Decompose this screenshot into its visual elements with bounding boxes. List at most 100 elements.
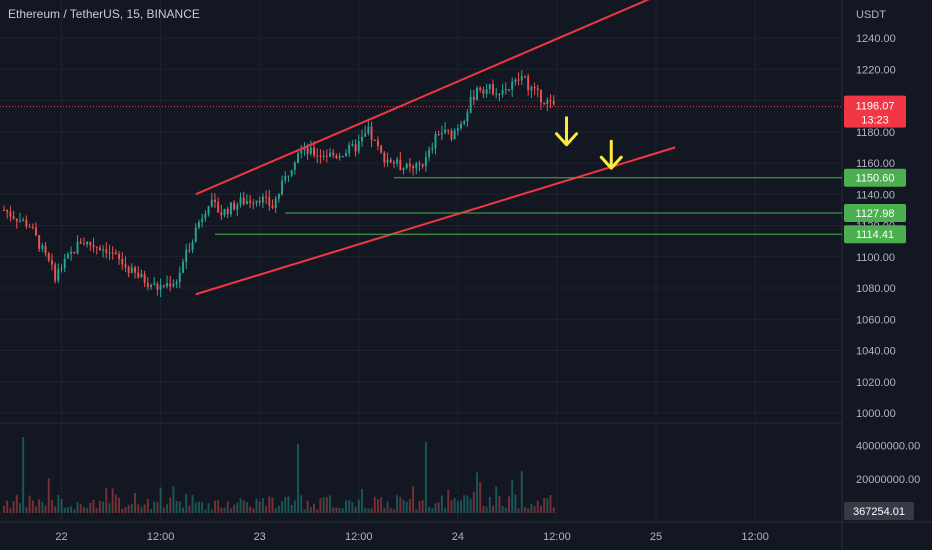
candle-body: [137, 272, 140, 278]
volume-bar: [421, 499, 424, 513]
volume-bar: [188, 505, 191, 513]
volume-bar: [351, 502, 354, 513]
volume-bar: [271, 497, 274, 513]
volume-bar: [6, 500, 9, 513]
volume-bar: [434, 503, 437, 513]
volume-bar: [111, 488, 114, 513]
candle-body: [332, 152, 335, 156]
volume-bar: [252, 508, 255, 513]
volume-bar: [229, 508, 232, 513]
down-arrow-icon[interactable]: [555, 116, 579, 147]
volume-bar: [213, 500, 216, 513]
volume-pane: [3, 437, 555, 513]
volume-bar: [249, 506, 252, 513]
volume-bar: [501, 506, 504, 513]
volume-bar: [428, 506, 431, 513]
volume-bar: [124, 507, 127, 513]
volume-bar: [9, 508, 12, 513]
time-axis[interactable]: 22 12:00 23 12:00 24 12:00 25 12:00: [55, 531, 768, 543]
candle-body: [469, 96, 472, 113]
volume-bar: [223, 507, 226, 513]
candle-body: [86, 241, 89, 245]
time-tick-label: 22: [55, 531, 67, 543]
volume-bar: [482, 505, 485, 513]
volume-bar: [220, 507, 223, 513]
candle-body: [63, 258, 66, 269]
candle-body: [297, 153, 300, 163]
volume-bar: [479, 482, 482, 513]
volume-bar: [370, 508, 373, 513]
volume-tick-label: 20000000.00: [856, 474, 920, 486]
candle-body: [162, 285, 165, 287]
candle-body: [188, 249, 191, 251]
candle-body: [79, 241, 82, 244]
volume-bar: [300, 495, 303, 513]
volume-bar: [399, 497, 402, 513]
drawings-layer[interactable]: [0, 0, 842, 296]
volume-value-badge: [844, 502, 914, 520]
volume-bar: [172, 486, 175, 513]
price-axis[interactable]: USDT1240.001220.001200.001180.001160.001…: [856, 9, 920, 486]
volume-bar: [453, 497, 456, 513]
volume-bar: [233, 504, 236, 513]
candle-body: [504, 89, 507, 91]
candle-body: [520, 76, 523, 81]
candle-body: [447, 129, 450, 131]
volume-bar: [114, 494, 117, 513]
candle-body: [428, 149, 431, 157]
volume-bar: [284, 496, 287, 513]
volume-bar: [517, 508, 520, 513]
candle-body: [182, 261, 184, 273]
candle-body: [376, 140, 379, 147]
candle-body: [408, 163, 411, 167]
candle-body: [533, 86, 536, 89]
candle-body: [245, 200, 248, 205]
candle-body: [383, 152, 386, 163]
volume-bar: [162, 507, 165, 513]
volume-bar: [66, 507, 69, 513]
candle-body: [31, 227, 34, 229]
candle-body: [185, 249, 188, 262]
candle-body: [444, 129, 447, 133]
arrow-head: [555, 132, 579, 147]
candle-body: [341, 156, 344, 158]
time-tick-label: 12:00: [543, 531, 571, 543]
candle-body: [82, 243, 85, 245]
candle-body: [402, 168, 405, 171]
support-level-label: 1150.60: [856, 173, 895, 185]
volume-bar: [472, 491, 475, 513]
down-arrow-icon[interactable]: [599, 139, 623, 170]
volume-bar: [54, 506, 57, 513]
channel-upper-line[interactable]: [195, 0, 650, 196]
candle-body: [501, 90, 504, 94]
volume-bar: [38, 499, 41, 513]
volume-bar: [239, 498, 242, 513]
volume-bar: [265, 506, 268, 513]
volume-tick-label: 40000000.00: [856, 440, 920, 452]
volume-bar: [476, 472, 478, 513]
candle-body: [495, 93, 498, 95]
support-level-label: 1114.41: [856, 229, 894, 241]
volume-bar: [153, 501, 156, 513]
price-badges: 1150.60 1127.98 1114.41 1196.07 13:23 367254.…: [844, 95, 914, 520]
volume-bar: [89, 502, 92, 513]
candle-body: [111, 252, 114, 254]
volume-bar: [335, 507, 338, 513]
volume-bar: [367, 508, 370, 513]
volume-bar: [392, 509, 395, 513]
candle-body: [412, 166, 415, 169]
volume-bar: [35, 506, 37, 513]
volume-bar: [322, 497, 325, 513]
volume-bar: [488, 496, 491, 513]
volume-bar: [76, 502, 79, 513]
channel-lower-line[interactable]: [195, 146, 676, 296]
volume-bar: [204, 509, 207, 513]
volume-bar: [140, 507, 143, 513]
volume-bar: [495, 486, 498, 513]
volume-bar: [424, 442, 427, 513]
volume-bar: [185, 493, 188, 513]
volume-bar: [166, 504, 168, 513]
volume-bar: [105, 488, 108, 513]
